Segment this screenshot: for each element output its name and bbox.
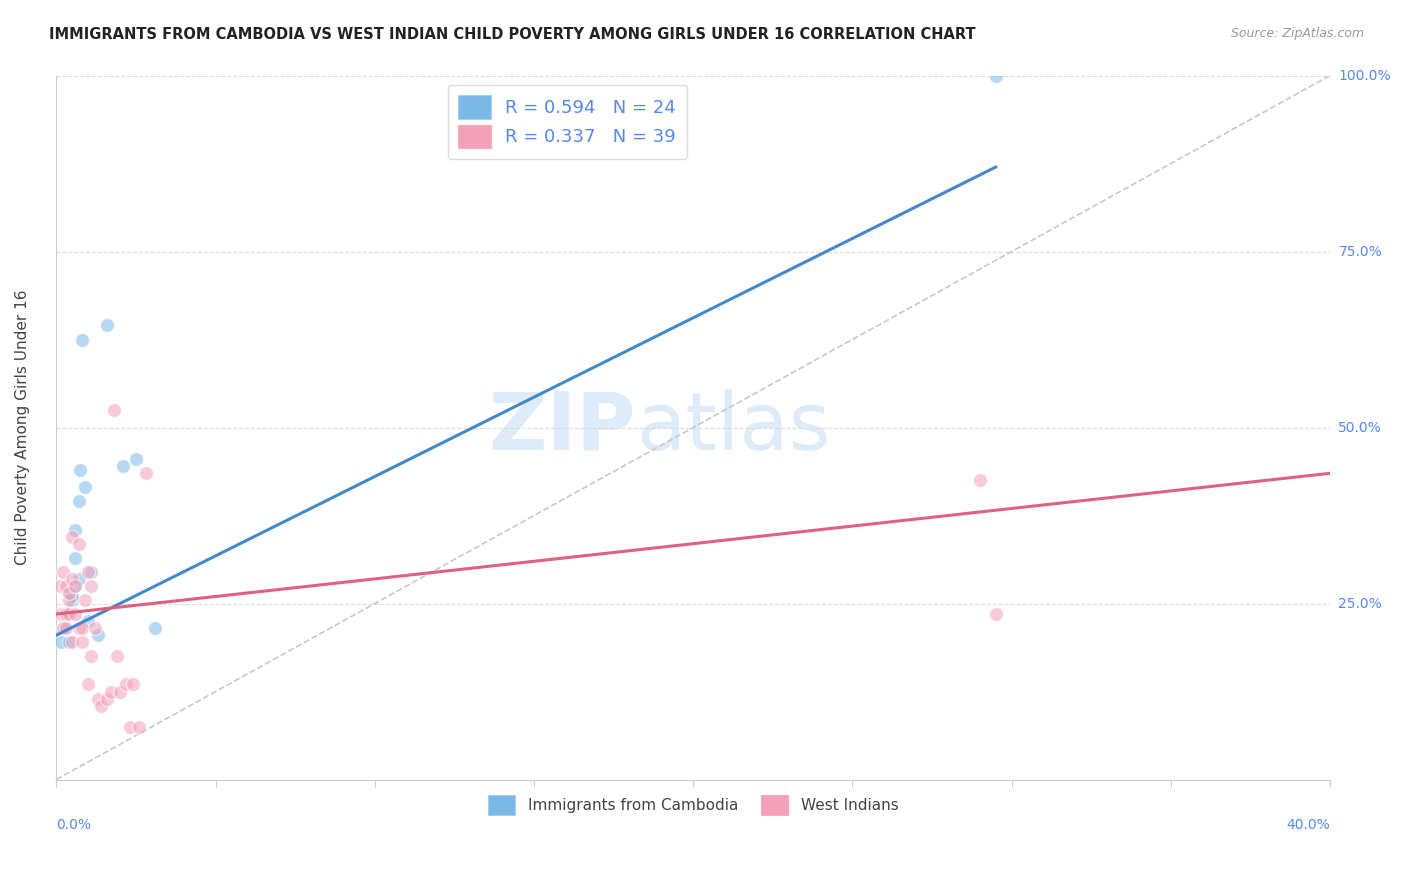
Point [96,691,118,706]
Point [70,635,93,649]
Point [70,333,93,347]
Point [48,579,70,593]
Point [51,607,73,621]
Point [67,494,90,508]
Point [83,621,105,635]
Text: ZIP: ZIP [489,389,636,467]
Point [60,593,83,607]
Point [65,550,87,565]
Point [60,590,83,604]
Point [121,677,143,691]
Point [60,572,83,586]
Legend: Immigrants from Cambodia, West Indians: Immigrants from Cambodia, West Indians [482,789,904,822]
Text: 0.0%: 0.0% [56,818,91,832]
Point [87,628,110,642]
Point [58,586,80,600]
Point [65,607,87,621]
Point [80,565,103,579]
Point [77,565,100,579]
Point [58,607,80,621]
Point [105,649,128,664]
Point [969,473,991,487]
Point [65,579,87,593]
Point [60,530,83,544]
Point [60,635,83,649]
Point [96,318,118,333]
Text: 40.0%: 40.0% [1286,818,1330,832]
Point [108,684,131,698]
Point [56,607,79,621]
Text: 50.0%: 50.0% [1339,420,1382,434]
Point [143,621,166,635]
Text: atlas: atlas [636,389,831,467]
Point [67,572,90,586]
Point [58,635,80,649]
Point [65,579,87,593]
Point [58,593,80,607]
Point [67,537,90,551]
Point [100,684,122,698]
Point [65,523,87,537]
Point [52,621,75,635]
Point [90,698,112,713]
Point [77,614,100,628]
Text: 100.0%: 100.0% [1339,69,1391,83]
Point [53,621,76,635]
Point [115,677,138,691]
Y-axis label: Child Poverty Among Girls Under 16: Child Poverty Among Girls Under 16 [15,290,30,566]
Point [70,621,93,635]
Text: IMMIGRANTS FROM CAMBODIA VS WEST INDIAN CHILD POVERTY AMONG GIRLS UNDER 16 CORRE: IMMIGRANTS FROM CAMBODIA VS WEST INDIAN … [49,27,976,42]
Point [984,69,1007,83]
Point [51,635,73,649]
Text: 75.0%: 75.0% [1339,244,1382,259]
Point [69,463,91,477]
Point [135,467,157,481]
Point [112,459,135,474]
Point [80,579,103,593]
Point [55,621,77,635]
Point [125,452,148,467]
Point [58,586,80,600]
Point [80,649,103,664]
Point [77,677,100,691]
Point [118,720,141,734]
Point [67,621,90,635]
Text: 25.0%: 25.0% [1339,597,1382,610]
Point [55,607,77,621]
Point [87,691,110,706]
Point [73,593,96,607]
Text: Source: ZipAtlas.com: Source: ZipAtlas.com [1230,27,1364,40]
Point [55,607,77,621]
Point [73,480,96,494]
Point [984,607,1007,621]
Point [52,565,75,579]
Point [103,403,125,417]
Point [128,720,150,734]
Point [55,579,77,593]
